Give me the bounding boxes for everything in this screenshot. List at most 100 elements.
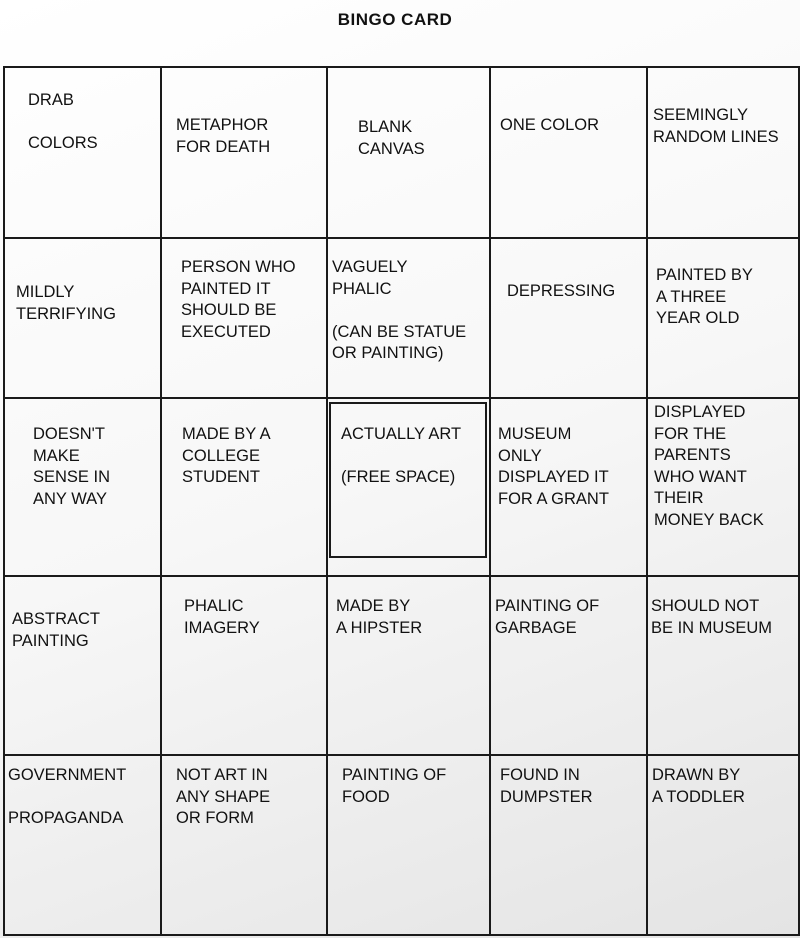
cell-line: COLLEGE (182, 446, 260, 465)
cell-line: IMAGERY (184, 618, 260, 637)
cell-line: PARENTS (654, 446, 731, 464)
cell-line: PROPAGANDA (8, 809, 124, 827)
bingo-cell[interactable]: MILDLY TERRIFYING (16, 282, 116, 325)
bingo-cell[interactable]: DISPLAYED FOR THE PARENTS WHO WANT THEIR MONE… (654, 402, 764, 531)
bingo-cell[interactable]: PERSON WHO PAINTED IT SHOULD BE EXECUTED (181, 257, 296, 343)
grid-line (3, 397, 800, 399)
bingo-cell[interactable]: DOESN'T MAKE SENSE IN ANY WAY (33, 424, 110, 510)
cell-line: ONLY (498, 446, 542, 465)
grid-line (798, 66, 800, 936)
cell-line: TERRIFYING (16, 304, 116, 323)
bingo-cell[interactable]: SHOULD NOT BE IN MUSEUM (651, 596, 772, 639)
bingo-cell[interactable]: DRAWN BY A TODDLER (652, 765, 745, 808)
cell-line: DUMPSTER (500, 787, 593, 806)
bingo-cell[interactable]: GOVERNMENT PROPAGANDA (8, 765, 126, 830)
free-space-box (329, 402, 487, 558)
cell-line: FOUND IN (500, 766, 580, 784)
cell-line: MADE BY (336, 597, 411, 615)
cell-line: VAGUELY (332, 258, 408, 276)
grid-line (3, 237, 800, 239)
cell-line: METAPHOR (176, 116, 269, 134)
cell-line: WHO WANT (654, 467, 747, 486)
cell-line (28, 112, 98, 134)
grid-line (3, 934, 800, 936)
cell-line: (FREE SPACE) (341, 468, 456, 486)
bingo-cell[interactable]: MADE BY A HIPSTER (336, 596, 422, 639)
cell-line: DISPLAYED (654, 403, 746, 421)
cell-line: PAINTING OF (342, 766, 447, 784)
cell-line: PAINTED BY (656, 266, 753, 284)
cell-line: COLORS (28, 134, 98, 152)
cell-line: MADE BY A (182, 425, 271, 443)
cell-line: PAINTING (12, 631, 89, 650)
cell-line: FOOD (342, 787, 390, 806)
cell-line: PAINTING OF (495, 597, 600, 615)
cell-line: A TODDLER (652, 787, 745, 806)
cell-line: SHOULD BE (181, 301, 277, 319)
grid-line (3, 66, 800, 68)
card-title: BINGO CARD (337, 10, 453, 29)
bingo-cell[interactable]: PHALIC IMAGERY (184, 596, 260, 639)
cell-line: DRAB (28, 91, 74, 109)
cell-line: BLANK (358, 118, 413, 136)
grid-line (3, 575, 800, 577)
grid-line (3, 66, 5, 936)
cell-line: ABSTRACT (12, 610, 101, 628)
bingo-cell[interactable]: BLANK CANVAS (358, 117, 425, 160)
cell-line: MONEY BACK (654, 510, 764, 529)
cell-line: CANVAS (358, 139, 425, 158)
grid-line (326, 66, 328, 936)
cell-line: A HIPSTER (336, 618, 423, 637)
cell-line: PHALIC (184, 597, 244, 615)
cell-line: BE IN MUSEUM (651, 618, 773, 637)
cell-line: MUSEUM (498, 425, 572, 443)
cell-line: MILDLY (16, 283, 75, 301)
bingo-cell[interactable]: ABSTRACT PAINTING (12, 609, 100, 652)
cell-line: DOESN'T (33, 425, 105, 443)
cell-line: MAKE (33, 446, 80, 465)
cell-line: ANY SHAPE (176, 787, 271, 806)
cell-line: A THREE (656, 287, 727, 306)
grid-line (489, 66, 491, 936)
cell-line: FOR A GRANT (498, 489, 609, 508)
bingo-cell[interactable]: FOUND IN DUMPSTER (500, 765, 593, 808)
cell-line: STUDENT (182, 468, 260, 486)
bingo-cell[interactable]: DRAB COLORS (28, 90, 98, 155)
bingo-cell[interactable]: PAINTED BY A THREE YEAR OLD (656, 265, 753, 330)
bingo-cell[interactable]: SEEMINGLY RANDOM LINES (653, 105, 779, 148)
cell-line: ONE COLOR (500, 116, 600, 134)
bingo-cell[interactable]: ONE COLOR (500, 115, 599, 137)
bingo-cell[interactable]: PAINTING OF GARBAGE (495, 596, 599, 639)
bingo-cell[interactable]: DEPRESSING (507, 281, 615, 303)
bingo-cell[interactable]: NOT ART IN ANY SHAPE OR FORM (176, 765, 270, 830)
cell-line: (CAN BE STATUE (332, 322, 467, 341)
cell-line: EXECUTED (181, 322, 271, 341)
bingo-cell[interactable]: MUSEUM ONLY DISPLAYED IT FOR A GRANT (498, 424, 609, 510)
cell-line: THEIR (654, 489, 704, 507)
cell-line: GARBAGE (495, 618, 577, 637)
bingo-cell[interactable]: METAPHOR FOR DEATH (176, 115, 270, 158)
cell-line: SEEMINGLY (653, 106, 749, 124)
cell-line: YEAR OLD (656, 309, 740, 327)
cell-line: DISPLAYED IT (498, 468, 609, 486)
cell-line: DEPRESSING (507, 282, 616, 300)
bingo-cell[interactable]: PAINTING OF FOOD (342, 765, 446, 808)
cell-line: PERSON WHO (181, 258, 296, 276)
cell-line: ACTUALLY ART (341, 425, 462, 443)
bingo-cell[interactable]: VAGUELY PHALIC (CAN BE STATUE OR PAINTING) (332, 257, 466, 365)
cell-line: RANDOM LINES (653, 127, 779, 146)
cell-line: NOT ART IN (176, 766, 268, 784)
cell-line: PAINTED IT (181, 279, 271, 298)
cell-line: SENSE IN (33, 468, 111, 486)
cell-line: FOR DEATH (176, 137, 271, 156)
bingo-cell[interactable]: ACTUALLY ART (FREE SPACE) (341, 424, 461, 489)
cell-line: OR PAINTING) (332, 344, 444, 362)
cell-line: DRAWN BY (652, 766, 741, 784)
bingo-cell[interactable]: MADE BY A COLLEGE STUDENT (182, 424, 271, 489)
cell-line: FOR THE (654, 424, 727, 443)
cell-line (8, 787, 126, 809)
grid-line (160, 66, 162, 936)
cell-line: OR FORM (176, 809, 254, 827)
cell-line: SHOULD NOT (651, 597, 760, 615)
cell-line: GOVERNMENT (8, 766, 127, 784)
